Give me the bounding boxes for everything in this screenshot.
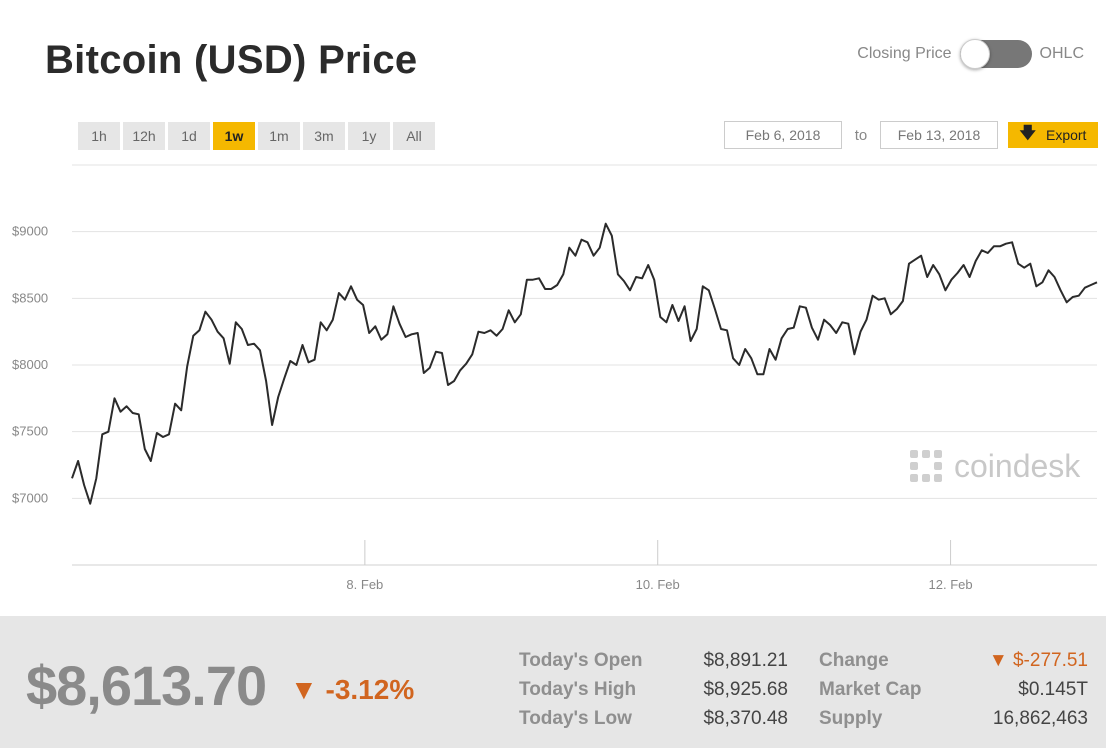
range-selector: 1h 12h 1d 1w 1m 3m 1y All xyxy=(78,122,435,150)
price-summary-panel: $8,613.70 ▼ -3.12% Today's Open $8,891.2… xyxy=(0,616,1106,748)
date-range: Feb 6, 2018 to Feb 13, 2018 🡇 Export xyxy=(724,121,1098,149)
y-tick-label: $8500 xyxy=(12,290,48,305)
watermark-text: coindesk xyxy=(954,448,1081,484)
current-price: $8,613.70 xyxy=(26,654,267,717)
x-axis-ticks: 8. Feb 10. Feb 12. Feb xyxy=(346,540,973,592)
grid-lines xyxy=(72,164,1097,566)
closing-price-label: Closing Price xyxy=(857,45,952,62)
range-button-3m[interactable]: 3m xyxy=(303,122,345,150)
stat-label-change: Change xyxy=(819,650,889,671)
to-label: to xyxy=(854,126,868,144)
stat-value-open: $8,891.21 xyxy=(703,650,788,671)
stat-value-change: ▼ $-277.51 xyxy=(988,650,1088,671)
stat-value-low: $8,370.48 xyxy=(703,708,788,729)
stat-label-low: Today's Low xyxy=(519,708,632,729)
range-button-1m[interactable]: 1m xyxy=(258,122,300,150)
stat-value-market-cap: $0.145T xyxy=(1018,679,1088,700)
range-button-1y[interactable]: 1y xyxy=(348,122,390,150)
coindesk-watermark: coindesk xyxy=(910,448,1081,484)
stat-value-high: $8,925.68 xyxy=(703,679,788,700)
ohlc-label: OHLC xyxy=(1039,45,1084,62)
range-button-1w[interactable]: 1w xyxy=(213,122,255,150)
price-type-toggle: Closing Price OHLC xyxy=(857,39,1084,69)
page-title: Bitcoin (USD) Price xyxy=(45,38,418,82)
price-type-switch[interactable] xyxy=(959,39,1032,69)
range-button-all[interactable]: All xyxy=(393,122,435,150)
stat-value-supply: 16,862,463 xyxy=(992,708,1088,729)
price-chart: $7000 $7500 $8000 $8500 $9000 8. Feb 10. Feb 1… xyxy=(12,164,1098,592)
y-tick-label: $9000 xyxy=(12,224,48,239)
x-tick-label: 12. Feb xyxy=(929,577,973,592)
price-series-line xyxy=(71,222,1098,505)
date-to-input[interactable]: Feb 13, 2018 xyxy=(880,121,998,149)
download-arrow-icon: 🡇 xyxy=(1019,124,1036,142)
stat-label-supply: Supply xyxy=(819,708,883,729)
range-button-1d[interactable]: 1d xyxy=(168,122,210,150)
stat-label-high: Today's High xyxy=(519,679,637,700)
y-tick-label: $8000 xyxy=(12,357,48,372)
range-button-1h[interactable]: 1h xyxy=(78,122,120,150)
range-button-12h[interactable]: 12h xyxy=(123,122,165,150)
x-tick-label: 8. Feb xyxy=(346,577,383,592)
date-from-input[interactable]: Feb 6, 2018 xyxy=(724,121,842,149)
stat-label-open: Today's Open xyxy=(519,650,643,671)
switch-knob[interactable] xyxy=(959,39,990,69)
export-label: Export xyxy=(1045,127,1087,143)
stat-label-market-cap: Market Cap xyxy=(819,679,922,700)
coindesk-logo-icon xyxy=(910,450,942,482)
price-change-percent: ▼ -3.12% xyxy=(290,674,415,705)
y-tick-label: $7500 xyxy=(12,424,48,439)
y-axis-ticks: $7000 $7500 $8000 $8500 $9000 xyxy=(12,224,48,506)
x-tick-label: 10. Feb xyxy=(636,577,680,592)
y-tick-label: $7000 xyxy=(12,490,48,505)
export-button[interactable]: 🡇 Export xyxy=(1008,122,1098,148)
